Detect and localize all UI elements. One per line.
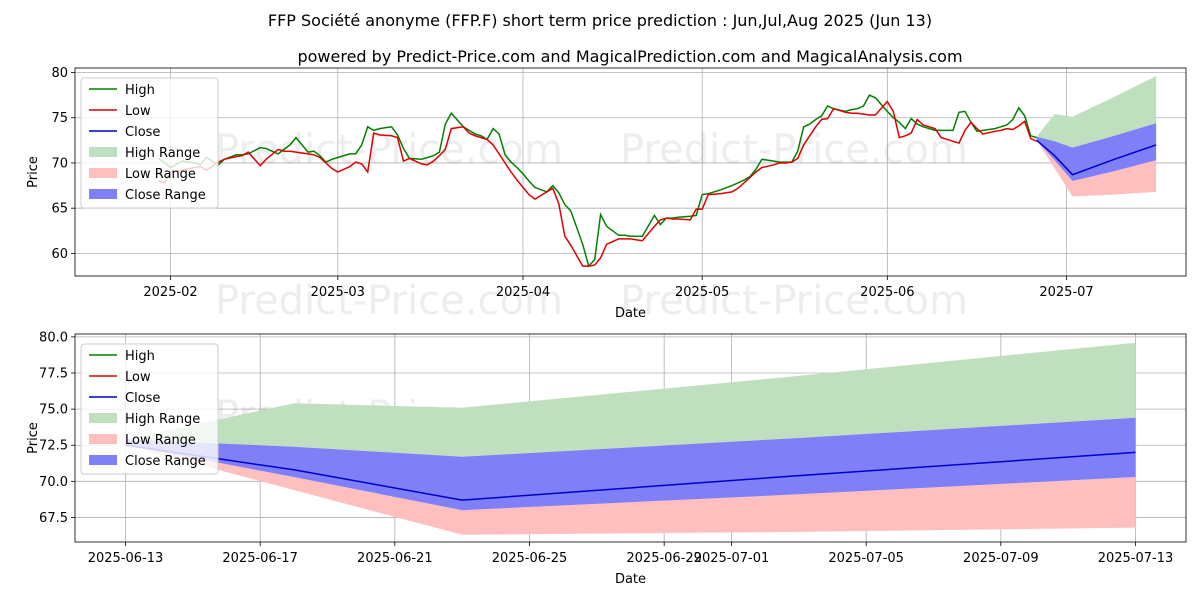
- x-tick-label: 2025-06-17: [222, 551, 298, 566]
- legend: High Low Close High Range Low Range Close Ran…: [80, 343, 219, 475]
- legend-label: Close: [125, 391, 160, 406]
- legend-label: High: [125, 83, 155, 98]
- y-axis-label: Price: [26, 422, 41, 454]
- y-tick-label: 65: [51, 202, 68, 217]
- y-tick-label: 75: [51, 111, 68, 126]
- y-tick-label: 80: [51, 66, 68, 81]
- high-price-line: [158, 94, 1037, 268]
- legend-label: High Range: [125, 412, 200, 427]
- legend-label: Close Range: [125, 454, 206, 469]
- watermark-text: Predict-Price.com: [215, 278, 563, 324]
- plot-area: [125, 342, 1136, 535]
- close-forecast-line: [1036, 139, 1157, 176]
- bottom-panel: Predict-Price.comPredict-Price.com2025-0…: [26, 330, 1187, 587]
- x-tick-label: 2025-03: [311, 285, 365, 300]
- x-tick-label: 2025-06-29: [626, 551, 702, 566]
- watermark-text: Predict-Price.com: [620, 127, 968, 173]
- ticks: [71, 72, 1067, 280]
- close-range-band: [1036, 123, 1157, 181]
- legend-label: Low Range: [125, 167, 196, 182]
- legend-label: Low: [125, 104, 151, 119]
- watermark-text: Predict-Price.com: [620, 278, 968, 324]
- x-axis-label: Date: [615, 572, 646, 587]
- y-tick-label: 60: [51, 247, 68, 262]
- high-range-band: [1036, 76, 1157, 148]
- chart-subtitle: powered by Predict-Price.com and Magical…: [297, 47, 962, 66]
- high-range-legend-swatch: [89, 147, 117, 157]
- x-tick-label: 2025-06-13: [88, 551, 164, 566]
- legend-label: Close: [125, 125, 160, 140]
- legend: High Low Close High Range Low Range Close Ran…: [80, 77, 219, 209]
- x-axis-label: Date: [615, 306, 646, 321]
- high-range-legend-swatch: [89, 413, 117, 423]
- x-tick-label: 2025-06-25: [492, 551, 568, 566]
- close-range-legend-swatch: [89, 455, 117, 465]
- ticks: [71, 336, 1136, 546]
- y-tick-label: 77.5: [39, 367, 68, 382]
- legend-label: Close Range: [125, 188, 206, 203]
- x-tick-label: 2025-06: [860, 285, 914, 300]
- legend-label: High: [125, 349, 155, 364]
- x-tick-label: 2025-06-21: [357, 551, 433, 566]
- y-tick-label: 80.0: [39, 330, 68, 345]
- x-tick-label: 2025-05: [675, 285, 729, 300]
- watermark-text: Predict-Price.com: [215, 127, 563, 173]
- high-range-band: [125, 342, 1136, 457]
- plot-area: [158, 76, 1157, 268]
- legend-label: Low Range: [125, 433, 196, 448]
- legend-label: High Range: [125, 146, 200, 161]
- watermarks: Predict-Price.com Predict-Price.com Predic…: [215, 127, 968, 324]
- legend-label: Low: [125, 370, 151, 385]
- low-range-legend-swatch: [89, 168, 117, 178]
- x-tick-label: 2025-04: [496, 285, 550, 300]
- axes-frame: [74, 333, 1187, 543]
- y-tick-label: 67.5: [39, 511, 68, 526]
- top-panel: Predict-Price.com Predict-Price.com Predic…: [26, 66, 1187, 324]
- x-tick-label: 2025-07-09: [963, 551, 1039, 566]
- x-tick-label: 2025-07: [1039, 285, 1093, 300]
- low-range-band: [125, 445, 1136, 535]
- axes-frame: [74, 67, 1187, 277]
- chart-title: FFP Société anonyme (FFP.F) short term p…: [268, 11, 932, 30]
- x-tick-label: 2025-07-05: [828, 551, 904, 566]
- y-tick-label: 70: [51, 156, 68, 171]
- x-tick-label: 2025-07-01: [694, 551, 770, 566]
- close-range-legend-swatch: [89, 189, 117, 199]
- y-axis-label: Price: [26, 156, 41, 188]
- close-forecast-line: [125, 444, 1136, 501]
- y-tick-label: 75.0: [39, 403, 68, 418]
- y-tick-label: 72.5: [39, 439, 68, 454]
- x-tick-label: 2025-02: [143, 285, 197, 300]
- low-range-band: [1036, 140, 1157, 197]
- y-tick-label: 70.0: [39, 475, 68, 490]
- low-price-line: [158, 100, 1038, 267]
- low-range-legend-swatch: [89, 434, 117, 444]
- close-range-band: [125, 417, 1136, 511]
- x-tick-label: 2025-07-13: [1098, 551, 1174, 566]
